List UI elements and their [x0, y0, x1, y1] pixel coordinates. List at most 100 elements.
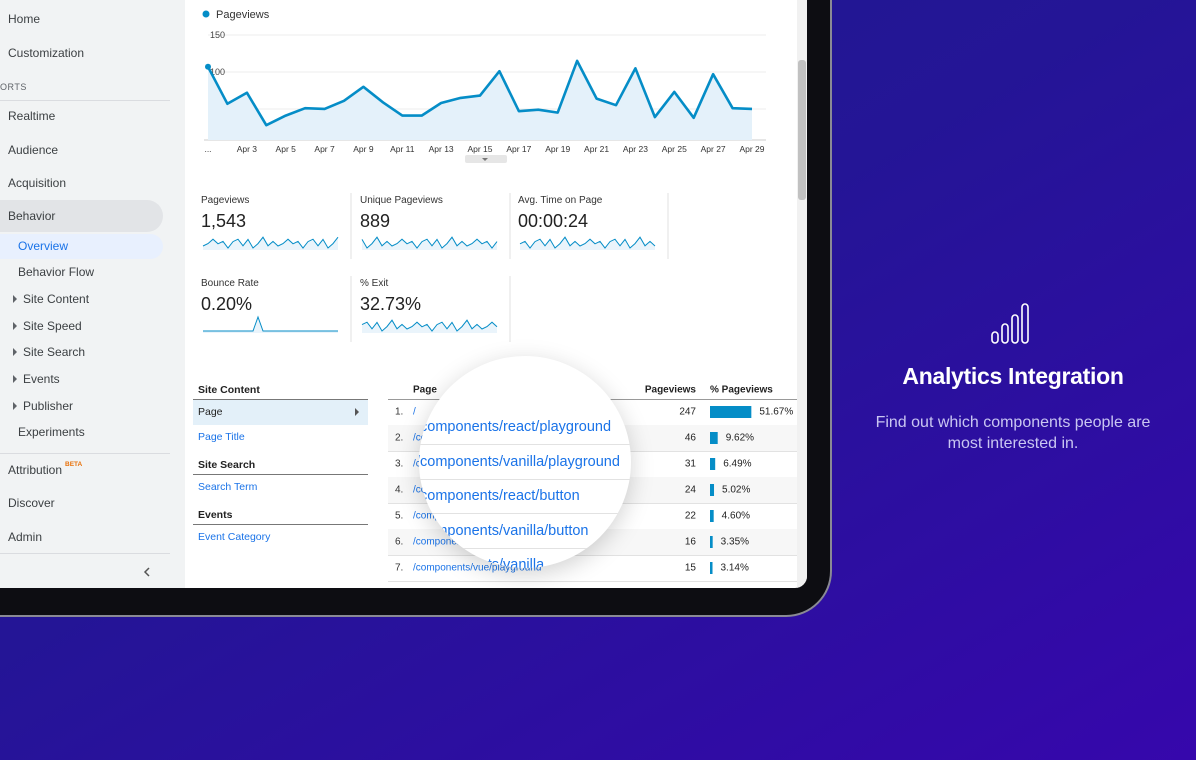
expand-arrow — [13, 375, 17, 383]
row-pageviews: 46 — [684, 432, 696, 444]
nav-item[interactable]: Behavior — [8, 209, 56, 223]
handle-arrow — [482, 158, 488, 161]
nav-arrow — [355, 408, 359, 416]
pct-bar — [710, 432, 718, 444]
row-pageviews: 22 — [684, 510, 696, 522]
report-link[interactable]: Search Term — [198, 481, 258, 493]
nav-item[interactable]: Publisher — [23, 399, 74, 413]
x-tick-label: Apr 13 — [429, 144, 454, 154]
report-link[interactable]: Page Title — [198, 431, 245, 443]
nav-item[interactable]: Site Speed — [23, 319, 82, 333]
nav-section-title: Site Search — [198, 459, 256, 471]
nav-item[interactable]: Acquisition — [8, 176, 67, 190]
row-rank: 1. — [395, 406, 404, 418]
sparkline — [519, 236, 656, 249]
legend-marker — [202, 10, 210, 18]
nav-item[interactable]: Discover — [8, 496, 55, 510]
collapse-icon[interactable] — [143, 567, 150, 577]
col-header: % Pageviews — [710, 384, 773, 396]
x-tick-label: Apr 27 — [701, 144, 726, 154]
x-tick-label: Apr 23 — [623, 144, 648, 154]
magnified-page[interactable]: /components/react/button — [419, 488, 580, 504]
pct-bar — [710, 406, 752, 418]
row-page[interactable]: / — [413, 406, 416, 418]
beta-badge: BETA — [65, 461, 83, 468]
nav-item[interactable]: Audience — [8, 143, 59, 157]
x-tick-label: Apr 5 — [276, 144, 297, 154]
x-tick-label: Apr 3 — [237, 144, 258, 154]
nav-item[interactable]: Overview — [18, 239, 69, 253]
expand-arrow — [13, 322, 17, 330]
sparkline — [203, 315, 338, 332]
y-tick-label: 100 — [210, 67, 225, 77]
row-page[interactable]: /components/vue/playground — [413, 562, 542, 574]
magnifier: /components/react/playground/components/… — [419, 356, 631, 568]
expand-arrow — [13, 402, 17, 410]
nav-section-title: Events — [198, 509, 233, 521]
x-tick-label: Apr 21 — [584, 144, 609, 154]
magnified-rule — [419, 513, 631, 514]
row-rank: 6. — [395, 536, 404, 548]
nav-divider — [0, 553, 170, 554]
row-pct: 3.14% — [720, 562, 749, 574]
metric-value: 00:00:24 — [518, 211, 589, 231]
nav-item[interactable]: Home — [8, 12, 41, 26]
sidebar: Home Customization ORTS Realtime Audience Acq… — [0, 0, 185, 588]
metric-label: Pageviews — [201, 195, 250, 206]
nav-section-rule — [193, 474, 368, 475]
report-link[interactable]: Page — [198, 406, 223, 418]
nav-item[interactable]: Behavior Flow — [18, 265, 95, 279]
nav-item[interactable]: Events — [23, 372, 60, 386]
line-area — [208, 60, 752, 140]
x-tick-label: Apr 25 — [662, 144, 687, 154]
nav-active — [0, 234, 163, 259]
magnified-rule — [419, 478, 631, 480]
row-rank: 3. — [395, 458, 404, 470]
scrollbar-thumb[interactable] — [798, 60, 806, 200]
pct-bar — [710, 562, 713, 574]
sparkline — [361, 319, 498, 332]
nav-divider — [0, 453, 170, 454]
nav-item[interactable]: Site Search — [23, 345, 86, 359]
row-pct: 3.35% — [720, 536, 750, 548]
row-pct: 51.67% — [759, 406, 794, 418]
metric-label: Unique Pageviews — [360, 195, 443, 206]
legend-label: Pageviews — [216, 9, 270, 21]
magnified-page[interactable]: /components/vanilla — [419, 557, 545, 568]
row-pct: 9.62% — [725, 432, 755, 444]
sparkline — [202, 236, 339, 249]
nav-divider — [0, 100, 170, 101]
magnified-page[interactable]: /components/vanilla/playground — [419, 453, 620, 470]
nav-item[interactable]: Experiments — [18, 425, 85, 439]
nav-highlight — [0, 200, 163, 232]
line-series — [206, 59, 753, 127]
y-tick-label: 150 — [210, 30, 225, 40]
metric-value: 32.73% — [360, 294, 422, 314]
nav-item[interactable]: Attribution — [8, 463, 63, 477]
nav-item[interactable]: Realtime — [8, 109, 56, 123]
sparkline-area — [362, 320, 497, 333]
line-point — [205, 63, 211, 70]
x-tick-label: Apr 11 — [390, 144, 415, 154]
nav-item: ORTS — [0, 82, 27, 92]
x-tick-label: Apr 15 — [467, 144, 492, 154]
nav-item[interactable]: Site Content — [23, 292, 90, 306]
row-pct: 5.02% — [722, 484, 751, 496]
row-pct: 6.49% — [723, 458, 752, 470]
row-pageviews: 31 — [684, 458, 696, 470]
nav-section-rule — [193, 524, 368, 525]
metric-value: 0.20% — [201, 294, 253, 314]
report-link[interactable]: Event Category — [198, 531, 271, 543]
pct-bar — [710, 536, 713, 548]
screen: Home Customization ORTS Realtime Audience Acq… — [0, 0, 807, 588]
magnified-page[interactable]: /components/react/playground — [419, 419, 612, 435]
nav-item[interactable]: Customization — [8, 46, 85, 60]
magnified-rule — [419, 547, 631, 549]
x-tick-label: Apr 7 — [314, 144, 335, 154]
x-tick-label: Apr 9 — [353, 144, 374, 154]
sparkline-area — [362, 237, 497, 250]
row-rank: 2. — [395, 432, 404, 444]
nav-item[interactable]: Admin — [8, 530, 43, 544]
magnified-page[interactable]: /components/vanilla/button — [419, 522, 589, 539]
pct-bar — [710, 458, 716, 470]
